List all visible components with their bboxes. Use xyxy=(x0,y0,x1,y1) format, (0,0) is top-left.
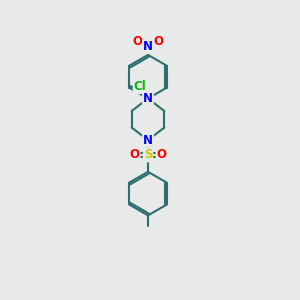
Text: N: N xyxy=(143,92,153,105)
Text: N: N xyxy=(143,40,153,53)
Text: Cl: Cl xyxy=(134,80,146,93)
Text: O: O xyxy=(153,34,163,47)
Text: N: N xyxy=(143,134,153,147)
Text: O: O xyxy=(133,34,143,47)
Text: O: O xyxy=(130,148,140,161)
Text: S: S xyxy=(144,148,152,161)
Text: O: O xyxy=(157,148,166,161)
